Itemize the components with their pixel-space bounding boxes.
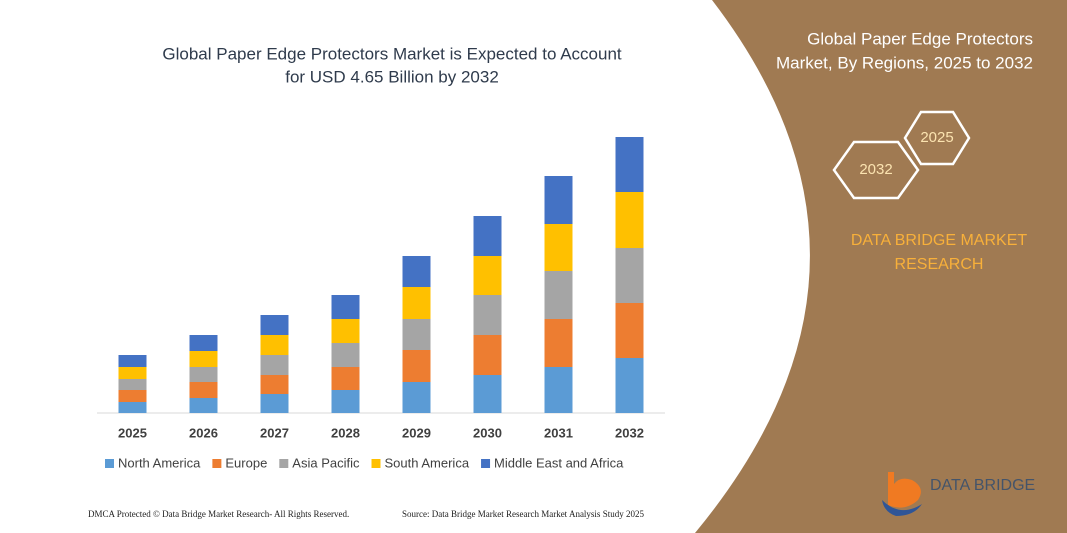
legend-swatch — [105, 459, 114, 468]
brand-text: DATA BRIDGE MARKET — [851, 232, 1028, 249]
hexagon — [903, 110, 971, 166]
bar-segment — [473, 216, 502, 256]
hexagon — [832, 140, 920, 200]
legend-swatch — [279, 459, 289, 468]
bar-segment — [331, 390, 360, 413]
bar-segment — [402, 350, 431, 382]
bar-segment — [331, 295, 360, 319]
chart-title: Global Paper Edge Protectors Market is E… — [162, 44, 622, 63]
bar-segment — [118, 355, 147, 367]
hexagon-label: 2032 — [859, 161, 892, 178]
bar-segment — [260, 375, 289, 394]
x-tick-label: 2025 — [118, 425, 147, 440]
bar-segment — [118, 390, 147, 402]
bar-segment — [331, 367, 360, 390]
bar-segment — [331, 343, 360, 367]
x-tick-label: 2031 — [544, 425, 573, 440]
x-tick-label: 2030 — [473, 425, 502, 440]
bar-segment — [118, 402, 147, 413]
bar-segment — [615, 358, 644, 413]
logo-text: DATA BRIDGE — [930, 477, 1035, 494]
bar-segment — [118, 379, 147, 390]
logo: DATA BRIDGE — [882, 472, 1035, 516]
x-tick-label: 2029 — [402, 425, 431, 440]
bar-segment — [473, 335, 502, 375]
bar-segment — [260, 355, 289, 375]
bar-segment — [189, 335, 218, 351]
footer-text: DMCA Protected © Data Bridge Market Rese… — [88, 509, 349, 519]
x-tick-label: 2032 — [615, 425, 644, 440]
bar-segment — [615, 248, 644, 303]
legend-label: South America — [385, 455, 470, 470]
legend-swatch — [371, 459, 381, 468]
bar-segment — [544, 224, 573, 271]
side-panel — [695, 0, 1067, 533]
bar-segment — [473, 256, 502, 295]
bar-segment — [544, 319, 573, 367]
bar-segment — [402, 287, 431, 319]
legend-label: Asia Pacific — [292, 455, 360, 470]
legend-label: North America — [118, 455, 201, 470]
legend-label: Middle East and Africa — [494, 455, 624, 470]
bar-segment — [544, 367, 573, 413]
bar-segment — [615, 303, 644, 358]
bar-segment — [402, 382, 431, 413]
bar-segment — [544, 271, 573, 319]
bar-segment — [615, 137, 644, 192]
panel-title: Market, By Regions, 2025 to 2032 — [776, 53, 1033, 72]
bar-segment — [189, 367, 218, 382]
chart-title: for USD 4.65 Billion by 2032 — [285, 67, 499, 86]
footer-text: Source: Data Bridge Market Research Mark… — [402, 509, 644, 519]
panel-title: Global Paper Edge Protectors — [807, 29, 1033, 48]
bar-segment — [402, 319, 431, 350]
bar-segment — [260, 315, 289, 335]
bar-segment — [189, 351, 218, 367]
legend-swatch — [212, 459, 222, 468]
legend-label: Europe — [225, 455, 267, 470]
bar-segment — [544, 176, 573, 224]
x-tick-label: 2027 — [260, 425, 289, 440]
legend-swatch — [481, 459, 491, 468]
bar-segment — [189, 382, 218, 398]
brand-text: RESEARCH — [895, 256, 984, 273]
bar-segment — [118, 367, 147, 379]
hexagon-label: 2025 — [920, 129, 953, 146]
logo-icon — [888, 472, 921, 508]
x-tick-label: 2026 — [189, 425, 218, 440]
bar-segment — [331, 319, 360, 343]
x-tick-label: 2028 — [331, 425, 360, 440]
bar-segment — [615, 192, 644, 248]
bar-segment — [260, 394, 289, 413]
bar-segment — [402, 256, 431, 287]
bar-segment — [473, 295, 502, 335]
bar-segment — [473, 375, 502, 413]
bar-segment — [189, 398, 218, 413]
bar-segment — [260, 335, 289, 355]
logo-icon — [882, 500, 922, 516]
